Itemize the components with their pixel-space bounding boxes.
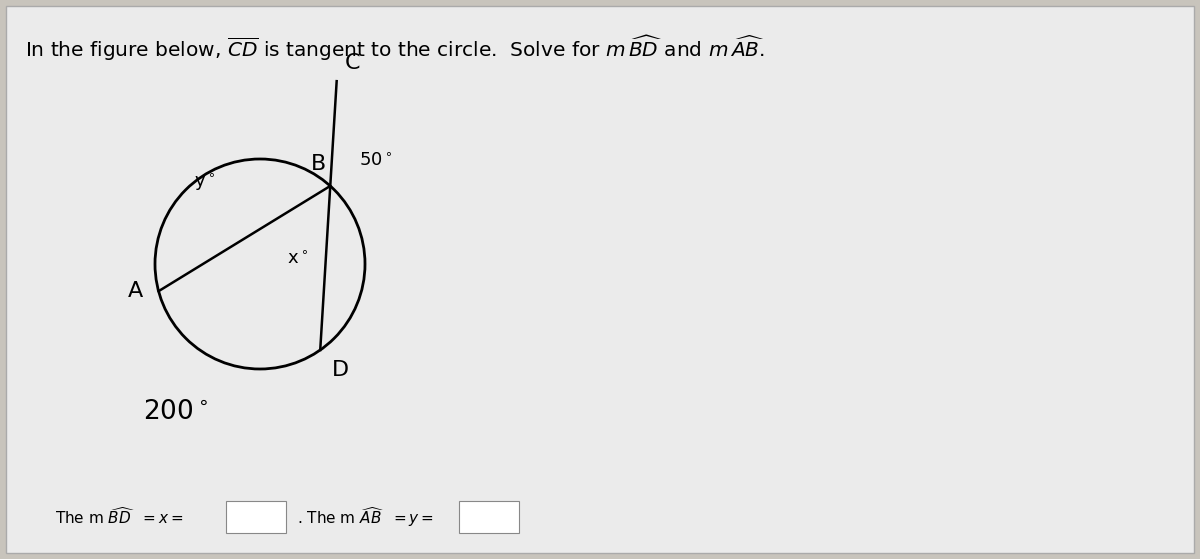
Text: 200$^\circ$: 200$^\circ$ bbox=[143, 399, 208, 425]
Text: 50$^\circ$: 50$^\circ$ bbox=[359, 152, 392, 170]
Text: v: v bbox=[509, 512, 515, 522]
Text: B: B bbox=[311, 154, 326, 174]
Text: C: C bbox=[344, 53, 360, 73]
Text: The m $\widehat{BD}$  $= x =$: The m $\widehat{BD}$ $= x =$ bbox=[55, 506, 184, 528]
Text: A: A bbox=[128, 281, 144, 301]
FancyBboxPatch shape bbox=[226, 501, 286, 533]
Text: . The m $\widehat{AB}$  $= y =$: . The m $\widehat{AB}$ $= y =$ bbox=[298, 505, 434, 529]
Text: y$^\circ$: y$^\circ$ bbox=[194, 172, 216, 193]
Text: D: D bbox=[332, 360, 349, 380]
Text: v: v bbox=[276, 512, 282, 522]
Text: x$^\circ$: x$^\circ$ bbox=[288, 250, 308, 268]
FancyBboxPatch shape bbox=[6, 6, 1194, 553]
FancyBboxPatch shape bbox=[458, 501, 520, 533]
Text: In the figure below, $\overline{CD}$ is tangent to the circle.  Solve for $m\,\w: In the figure below, $\overline{CD}$ is … bbox=[25, 34, 764, 63]
